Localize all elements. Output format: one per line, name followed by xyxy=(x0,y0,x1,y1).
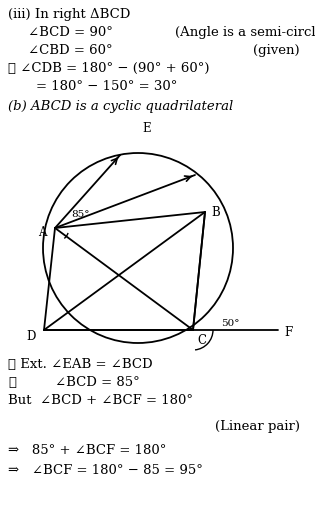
Text: (b) ABCD is a cyclic quadrilateral: (b) ABCD is a cyclic quadrilateral xyxy=(8,100,233,113)
Text: D: D xyxy=(27,330,36,342)
Text: ∠BCD = 90°: ∠BCD = 90° xyxy=(28,26,113,39)
Text: ∴ ∠CDB = 180° − (90° + 60°): ∴ ∠CDB = 180° − (90° + 60°) xyxy=(8,62,209,75)
Text: ∴: ∴ xyxy=(8,376,16,389)
Text: (given): (given) xyxy=(253,44,300,57)
Text: 50°: 50° xyxy=(221,320,239,329)
Text: (Linear pair): (Linear pair) xyxy=(215,420,300,433)
Text: ⇒   ∠BCF = 180° − 85 = 95°: ⇒ ∠BCF = 180° − 85 = 95° xyxy=(8,464,203,477)
Text: B: B xyxy=(211,205,220,218)
Text: A: A xyxy=(38,226,47,238)
Text: ∠CBD = 60°: ∠CBD = 60° xyxy=(28,44,113,57)
Text: (iii) In right ΔBCD: (iii) In right ΔBCD xyxy=(8,8,130,21)
Text: = 180° − 150° = 30°: = 180° − 150° = 30° xyxy=(36,80,177,93)
Text: But  ∠BCD + ∠BCF = 180°: But ∠BCD + ∠BCF = 180° xyxy=(8,394,193,407)
Text: C: C xyxy=(197,333,206,347)
Text: E: E xyxy=(142,123,151,135)
Text: ⇒   85° + ∠BCF = 180°: ⇒ 85° + ∠BCF = 180° xyxy=(8,444,166,457)
Text: ∴ Ext. ∠EAB = ∠BCD: ∴ Ext. ∠EAB = ∠BCD xyxy=(8,358,153,371)
Text: 85°: 85° xyxy=(71,210,89,219)
Text: (Angle is a semi-circle): (Angle is a semi-circle) xyxy=(175,26,315,39)
Text: ∠BCD = 85°: ∠BCD = 85° xyxy=(55,376,140,389)
Text: F: F xyxy=(284,326,292,338)
